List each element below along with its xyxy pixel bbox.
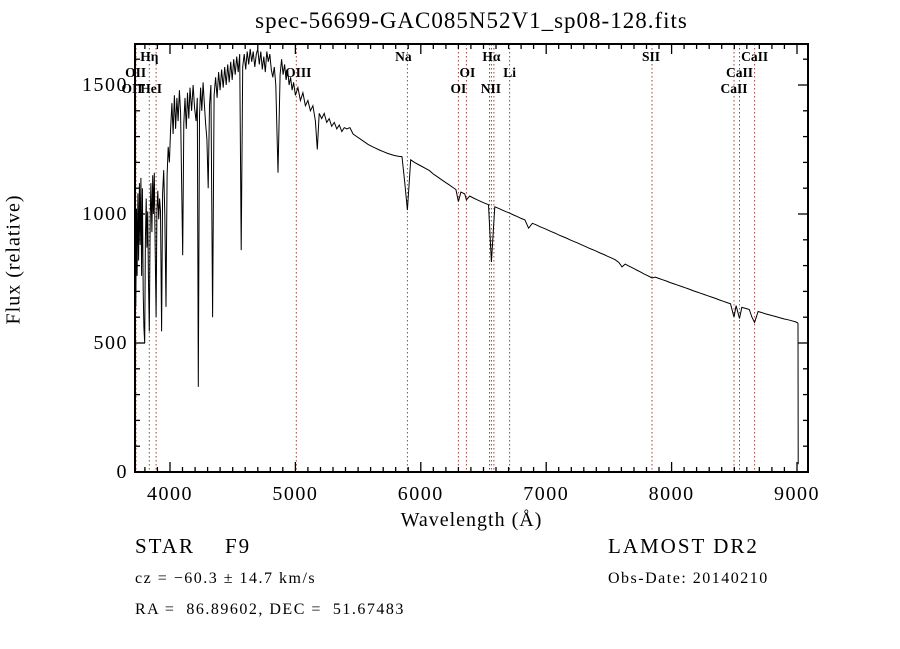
obs-date-text: Obs-Date: 20140210 [608,570,769,587]
ra-dec-text: RA = 86.89602, DEC = 51.67483 [135,601,405,618]
line-label-Li: Li [503,65,516,80]
class-value: STAR [135,534,195,558]
y-tick-label: 1000 [82,203,128,225]
line-label-Hη: Hη [140,49,159,64]
x-tick-label: 8000 [649,483,695,505]
y-tick-label: 1500 [82,74,128,96]
x-tick-label: 4000 [147,483,193,505]
y-tick-label: 500 [94,332,129,354]
classification-text: STAR F9 [135,534,251,559]
line-label-OII: OII [125,65,146,80]
survey-release-text: LAMOST DR2 [608,534,759,558]
x-tick-label: 5000 [272,483,318,505]
axis-ticks [135,44,808,473]
spectrum-trace [134,48,799,465]
line-label-OI: OI [451,81,467,96]
line-label-HeI: HeI [140,81,162,96]
radial-velocity-text: cz = −60.3 ± 14.7 km/s [135,570,317,587]
line-label-CaII: CaII [720,81,747,96]
line-label-OII: OII [121,81,142,96]
line-label-SII: SII [642,49,660,64]
line-label-OI: OI [460,65,476,80]
x-tick-label: 6000 [398,483,444,505]
plot-title: spec-56699-GAC085N52V1_sp08-128.fits [255,8,688,33]
x-axis-label: Wavelength (Å) [400,509,543,531]
line-label-Hα: Hα [482,49,501,64]
spectral-line-markers [135,44,756,472]
tick-labels: 4000 5000 6000 7000 8000 9000 0 500 1000 1500 [82,74,820,505]
y-tick-label: 0 [117,461,129,483]
line-label-OIII: OIII [285,65,311,80]
x-tick-label: 7000 [523,483,569,505]
line-label-Na: Na [395,49,412,64]
plot-frame [134,43,809,473]
line-label-NII: NII [481,81,501,96]
x-tick-label: 9000 [774,483,820,505]
line-label-CaII: CaII [741,49,768,64]
subclass-value: F9 [225,534,252,558]
spectral-line-labels: OIIOIIHηHeIOIIINaOIOIHαNIILiSIICaIICaIIC… [121,49,768,96]
y-axis-label: Flux (relative) [2,194,25,325]
line-label-CaII: CaII [726,65,753,80]
